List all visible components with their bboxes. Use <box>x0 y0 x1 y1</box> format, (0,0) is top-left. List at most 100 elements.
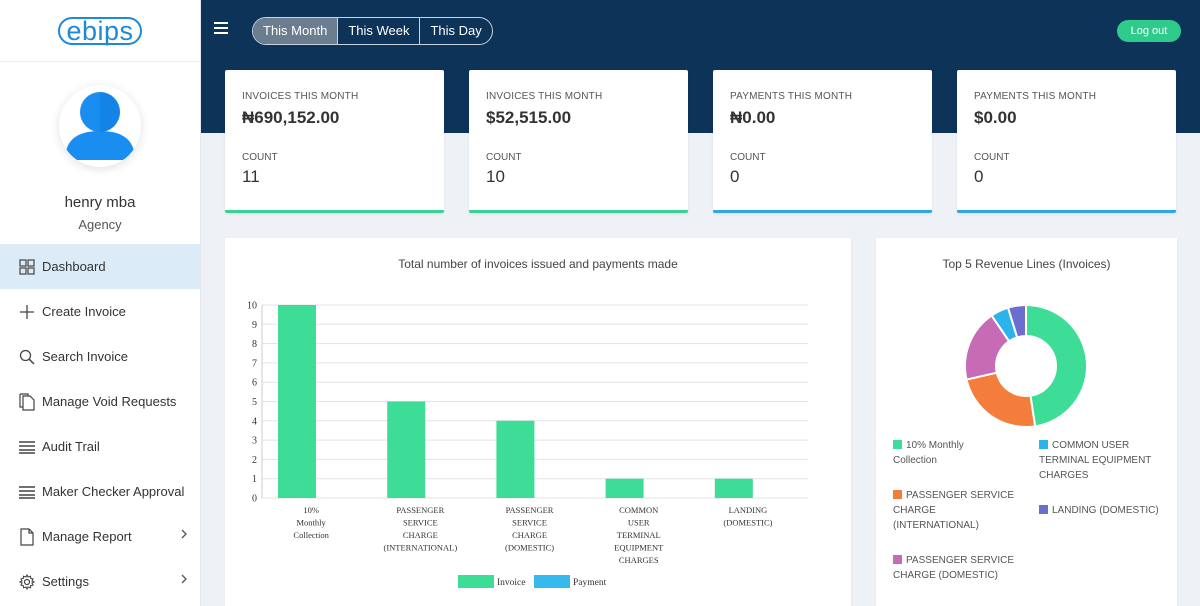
x-tick-label: PASSENGER <box>506 505 554 515</box>
pie-legend-item[interactable]: PASSENGER SERVICE CHARGE (INTERNATIONAL) <box>893 488 1014 533</box>
list-icon <box>18 483 36 501</box>
sidebar-item-label: Search Invoice <box>42 349 128 364</box>
legend-label: Payment <box>573 578 607 588</box>
x-tick-label: (DOMESTIC) <box>723 518 772 528</box>
bar-invoice[interactable] <box>387 401 426 499</box>
legend-label: COMMON USER <box>1052 440 1130 451</box>
sidebar-item-manage-void-requests[interactable]: Manage Void Requests <box>0 379 200 424</box>
search-icon <box>18 348 36 366</box>
logout-button[interactable]: Log out <box>1117 20 1181 42</box>
y-tick-label: 0 <box>252 494 257 505</box>
gear-icon <box>18 573 36 591</box>
card-label: PAYMENTS THIS MONTH <box>974 91 1097 102</box>
legend-label: 10% Monthly <box>906 440 964 451</box>
bar-invoice[interactable] <box>714 478 753 498</box>
bar-invoice[interactable] <box>278 305 316 498</box>
pie-legend-item[interactable]: PASSENGER SERVICE CHARGE (DOMESTIC) <box>893 553 1014 583</box>
x-tick-label: EQUIPMENT <box>614 543 664 553</box>
legend-swatch <box>534 575 570 588</box>
period-this-month[interactable]: This Month <box>253 18 339 44</box>
bar-invoice[interactable] <box>496 420 535 498</box>
avatar <box>59 85 141 167</box>
pie-legend-item[interactable]: COMMON USER TERMINAL EQUIPMENT CHARGES <box>1039 438 1151 483</box>
logo-area: ebips <box>0 0 200 62</box>
bar-invoice[interactable] <box>605 478 644 498</box>
pie-legend-item[interactable]: LANDING (DOMESTIC) <box>1039 503 1159 518</box>
period-toggle: This Month This Week This Day <box>252 17 493 45</box>
donut-chart <box>964 303 1088 428</box>
x-tick-label: SERVICE <box>512 518 547 528</box>
sidebar-item-audit-trail[interactable]: Audit Trail <box>0 424 200 469</box>
legend-label: PASSENGER SERVICE <box>906 490 1014 501</box>
sidebar-item-maker-checker-approval[interactable]: Maker Checker Approval <box>0 469 200 514</box>
card-amount: $52,515.00 <box>486 108 572 127</box>
x-tick-label: PASSENGER <box>396 505 444 515</box>
legend-swatch <box>893 490 902 499</box>
card-amount: ₦0.00 <box>730 108 776 127</box>
document-icon <box>18 527 36 546</box>
stat-card-payments-dollar: PAYMENTS THIS MONTH $0.00 COUNT 0 <box>957 70 1176 213</box>
pie-chart-panel: Top 5 Revenue Lines (Invoices) 10% Month… <box>876 238 1177 606</box>
legend-swatch <box>1039 440 1048 449</box>
x-tick-label: Collection <box>293 530 329 540</box>
legend-label: CHARGES <box>1039 470 1089 481</box>
x-tick-label: (DOMESTIC) <box>505 543 554 553</box>
legend-swatch <box>1039 505 1048 514</box>
ebips-logo[interactable]: ebips <box>58 16 142 45</box>
sidebar-item-settings[interactable]: Settings <box>0 559 200 604</box>
sidebar-item-dashboard[interactable]: Dashboard <box>0 244 200 289</box>
card-count-label: COUNT <box>974 152 1010 163</box>
x-tick-label: Monthly <box>296 518 326 528</box>
legend-label: (INTERNATIONAL) <box>893 520 979 531</box>
legend-label: Invoice <box>497 578 526 588</box>
legend-label: PASSENGER SERVICE <box>906 555 1014 566</box>
legend-swatch <box>893 440 902 449</box>
stat-card-payments-naira: PAYMENTS THIS MONTH ₦0.00 COUNT 0 <box>713 70 932 213</box>
y-tick-label: 1 <box>252 474 257 485</box>
pie-legend-item[interactable]: 10% Monthly Collection <box>893 438 964 468</box>
sidebar-item-label: Manage Void Requests <box>42 394 177 409</box>
y-tick-label: 3 <box>252 436 257 447</box>
x-tick-label: TERMINAL <box>617 530 661 540</box>
user-name: henry mba <box>64 194 136 211</box>
card-count: 0 <box>974 167 984 186</box>
x-tick-label: COMMON <box>619 505 658 515</box>
sidebar-item-manage-report[interactable]: Manage Report <box>0 514 200 559</box>
sidebar-item-search-invoice[interactable]: Search Invoice <box>0 334 200 379</box>
legend-label: LANDING (DOMESTIC) <box>1052 505 1159 516</box>
card-label: INVOICES THIS MONTH <box>486 91 603 102</box>
period-this-week[interactable]: This Week <box>338 18 421 44</box>
card-count-label: COUNT <box>242 152 278 163</box>
sidebar-item-label: Maker Checker Approval <box>42 484 185 499</box>
card-label: INVOICES THIS MONTH <box>242 91 359 102</box>
donut-slice[interactable] <box>965 371 1037 428</box>
user-role: Agency <box>78 217 122 232</box>
legend-swatch <box>893 555 902 564</box>
donut-slice[interactable] <box>1006 303 1027 339</box>
documents-icon <box>18 392 36 411</box>
donut-slice[interactable] <box>1025 303 1088 428</box>
sidebar-item-label: Settings <box>42 574 89 589</box>
card-count: 10 <box>486 167 505 186</box>
dashboard-icon <box>18 258 36 276</box>
x-tick-label: CHARGES <box>619 555 659 565</box>
sidebar-item-label: Audit Trail <box>42 439 100 454</box>
card-amount: $0.00 <box>974 108 1017 127</box>
user-profile: henry mba Agency <box>0 62 200 232</box>
sidebar-item-create-invoice[interactable]: Create Invoice <box>0 289 200 334</box>
menu-icon[interactable] <box>214 22 228 34</box>
y-tick-label: 4 <box>252 416 257 427</box>
card-label: PAYMENTS THIS MONTH <box>730 91 853 102</box>
card-count: 0 <box>730 167 740 186</box>
card-count-label: COUNT <box>730 152 766 163</box>
y-tick-label: 10 <box>247 301 257 312</box>
legend-label: Collection <box>893 455 937 466</box>
sidebar: ebips henry mba Agency Dashboard Create … <box>0 0 201 606</box>
period-this-day[interactable]: This Day <box>430 23 482 38</box>
sidebar-item-label: Manage Report <box>42 529 132 544</box>
sidebar-item-label: Create Invoice <box>42 304 126 319</box>
chevron-right-icon <box>180 573 188 588</box>
card-count-label: COUNT <box>486 152 522 163</box>
bar-chart-panel: Total number of invoices issued and paym… <box>225 238 851 606</box>
legend-swatch <box>458 575 494 588</box>
